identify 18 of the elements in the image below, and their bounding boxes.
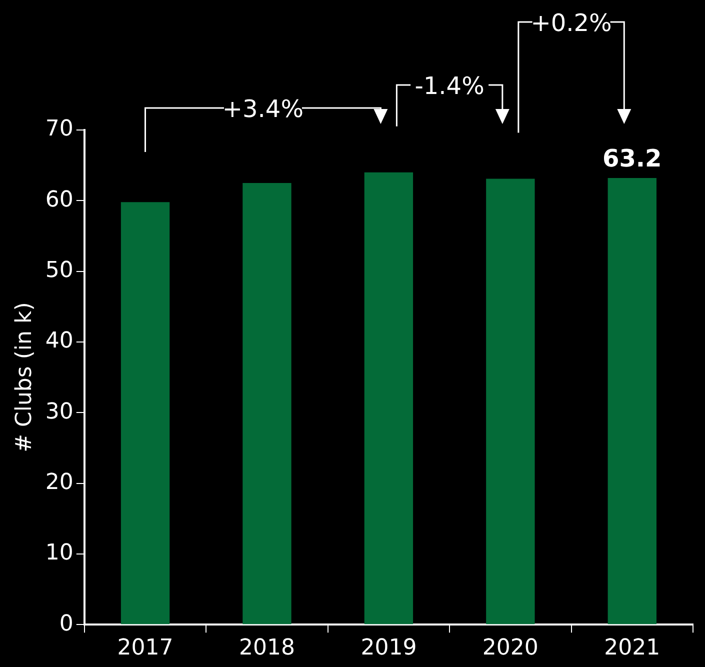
x-tick-label: 2020 <box>482 636 538 661</box>
y-tick-label: 60 <box>45 187 74 212</box>
text: +0.2% <box>530 9 612 37</box>
x-tick-label: 2021 <box>604 636 660 661</box>
x-tick-label: 2018 <box>238 636 295 661</box>
y-tick-label: 50 <box>45 258 74 284</box>
y-tick-label: 30 <box>45 399 74 424</box>
text: +3.4% <box>222 95 304 123</box>
y-tick-label: 40 <box>45 328 74 354</box>
y-tick-label: 0 <box>59 611 74 636</box>
text: -1.4% <box>414 72 484 100</box>
data-label: 63.2 <box>602 144 662 172</box>
y-tick-label: 10 <box>45 540 74 566</box>
x-tick-label: 2017 <box>117 636 174 661</box>
y-axis-title: # Clubs (in k) <box>12 302 37 452</box>
y-tick-label: 20 <box>45 470 74 496</box>
x-tick-label: 2019 <box>360 636 417 661</box>
y-tick-label: 70 <box>45 116 74 142</box>
